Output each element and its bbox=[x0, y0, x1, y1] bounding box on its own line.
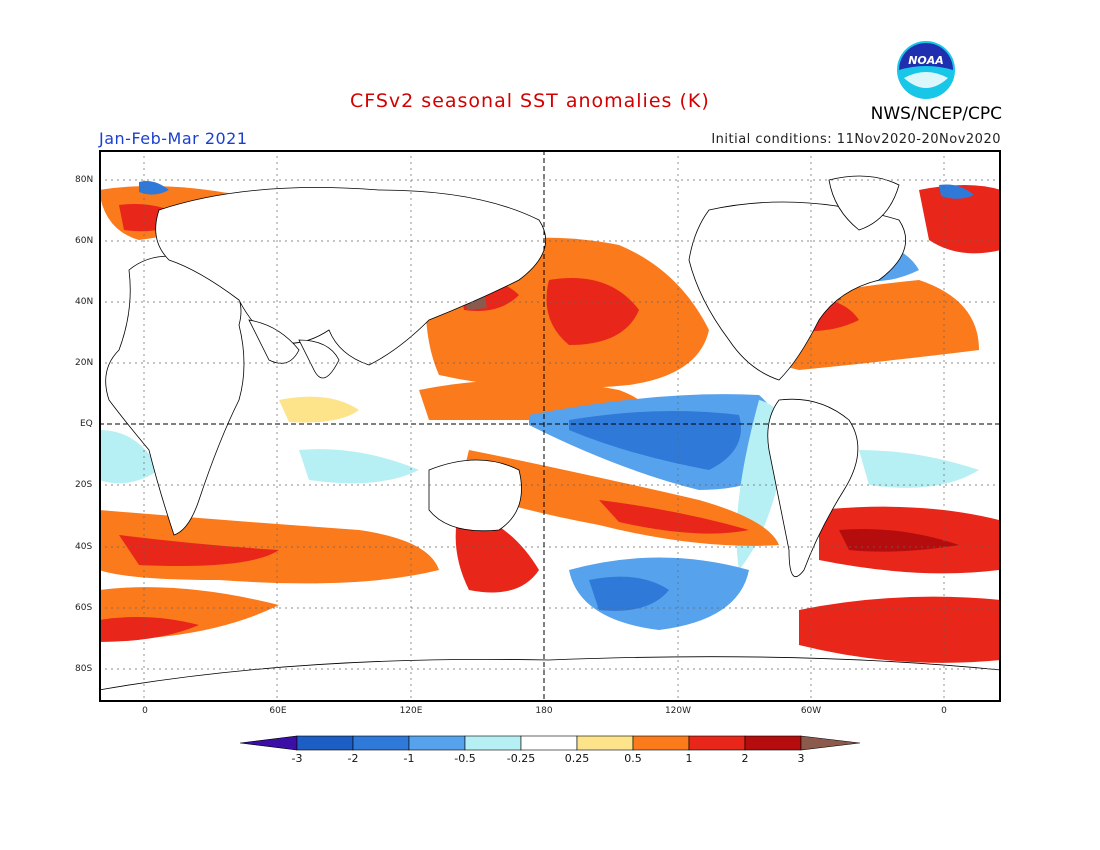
colorbar-tick-label: -2 bbox=[347, 752, 359, 765]
initial-conditions-label: Initial conditions: 11Nov2020-20Nov2020 bbox=[711, 132, 1001, 147]
colorbar-tick-label: 0.25 bbox=[564, 752, 590, 765]
lon-label-120w: 120W bbox=[664, 706, 692, 716]
colorbar-tick-label: 0.5 bbox=[624, 752, 642, 765]
colorbar-tick-label: 3 bbox=[797, 752, 805, 765]
colorbar-segment bbox=[744, 735, 802, 751]
lat-label-20n: 20N bbox=[75, 358, 94, 368]
sst-anomaly-map bbox=[99, 150, 1001, 702]
colorbar-tick-label: -1 bbox=[403, 752, 415, 765]
lat-label-60s: 60S bbox=[75, 603, 93, 613]
lat-label-40s: 40S bbox=[75, 542, 93, 552]
lon-label-0: 0 bbox=[142, 706, 148, 716]
lat-label-20s: 20S bbox=[75, 480, 93, 490]
lon-label-0-east: 0 bbox=[941, 706, 947, 716]
colorbar-segment bbox=[576, 735, 634, 751]
lat-label-80n: 80N bbox=[75, 175, 94, 185]
lat-label-60n: 60N bbox=[75, 236, 94, 246]
lat-label-eq: EQ bbox=[80, 419, 93, 429]
chart-title: CFSv2 seasonal SST anomalies (K) bbox=[350, 90, 710, 112]
colorbar-tick-label: -0.25 bbox=[506, 752, 536, 765]
equator-dateline bbox=[99, 150, 1001, 702]
lon-label-120e: 120E bbox=[399, 706, 423, 716]
lon-label-60e: 60E bbox=[269, 706, 287, 716]
colorbar-segment bbox=[632, 735, 690, 751]
lon-label-180: 180 bbox=[535, 706, 553, 716]
agency-label: NWS/NCEP/CPC bbox=[870, 104, 1002, 124]
continent-outlines bbox=[99, 175, 1001, 702]
colorbar-tick-label: 2 bbox=[741, 752, 749, 765]
colorbar-segment bbox=[408, 735, 466, 751]
logo-text: NOAA bbox=[908, 54, 944, 67]
colorbar-segment-min bbox=[240, 735, 298, 751]
lon-label-60w: 60W bbox=[800, 706, 822, 716]
noaa-logo: NOAA bbox=[897, 41, 955, 99]
colorbar-tick-label: -0.5 bbox=[454, 752, 476, 765]
season-label: Jan-Feb-Mar 2021 bbox=[99, 129, 248, 148]
lat-label-80s: 80S bbox=[75, 664, 93, 674]
colorbar-tick-label: 1 bbox=[685, 752, 693, 765]
colorbar-segment bbox=[464, 735, 522, 751]
lat-lon-grid bbox=[99, 150, 1001, 702]
colorbar-segment bbox=[520, 735, 578, 751]
colorbar-tick-label: -3 bbox=[291, 752, 303, 765]
colorbar-segment bbox=[688, 735, 746, 751]
lat-label-40n: 40N bbox=[75, 297, 94, 307]
colorbar-segment bbox=[296, 735, 354, 751]
colorbar-segment bbox=[352, 735, 410, 751]
colorbar bbox=[240, 735, 860, 751]
colorbar-segment-max bbox=[800, 735, 860, 751]
map-frame bbox=[99, 150, 1001, 702]
